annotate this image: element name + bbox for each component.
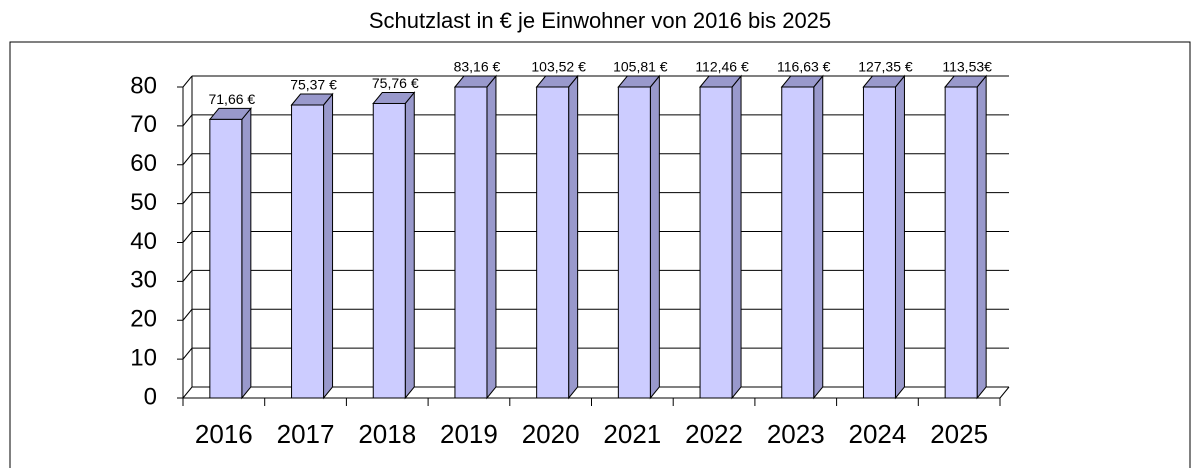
- x-tick-label: 2022: [685, 419, 743, 449]
- data-label: 105,81 €: [613, 59, 668, 75]
- bar: [944, 74, 988, 400]
- bar: [290, 92, 334, 400]
- bar-front: [536, 86, 570, 399]
- bar: [617, 74, 661, 400]
- bar-front: [781, 86, 815, 399]
- x-tick-label: 2019: [440, 419, 498, 449]
- bar-front: [209, 118, 243, 399]
- y-tick-label: 30: [130, 267, 157, 294]
- bar-side: [976, 74, 987, 400]
- grid-line: [182, 192, 193, 204]
- bar-side: [323, 92, 334, 400]
- x-tick-label: 2024: [849, 419, 907, 449]
- bar-front: [454, 86, 488, 399]
- bar-side: [241, 107, 252, 400]
- x-tick-label: 2018: [358, 419, 416, 449]
- y-tick-label: 20: [130, 306, 157, 333]
- y-tick-label: 60: [130, 150, 157, 177]
- bar-side: [894, 74, 905, 400]
- grid-line: [182, 231, 193, 243]
- bar: [208, 107, 252, 400]
- y-tick-label: 50: [130, 189, 157, 216]
- floor-right: [999, 386, 1010, 399]
- data-label: 83,16 €: [454, 59, 501, 75]
- y-tick-label: 40: [130, 228, 157, 255]
- x-tick-label: 2016: [195, 419, 253, 449]
- bar: [453, 74, 498, 400]
- bar-front: [617, 86, 651, 399]
- x-tick-label: 2025: [930, 419, 988, 449]
- bar-side: [404, 91, 415, 400]
- grid-line: [182, 114, 193, 127]
- bar-front: [862, 86, 896, 399]
- bar-front: [944, 86, 978, 399]
- grid-line: [182, 75, 193, 88]
- data-label: 103,52 €: [531, 59, 586, 75]
- grid-line: [182, 347, 193, 360]
- grid-line: [182, 153, 193, 166]
- y-tick-label: 10: [130, 344, 157, 371]
- x-tick-label: 2021: [603, 419, 661, 449]
- bar: [535, 74, 579, 400]
- bar-side: [568, 74, 579, 400]
- bar: [698, 74, 743, 400]
- frame: [9, 41, 1191, 468]
- bar-side: [649, 74, 660, 400]
- bar-side: [486, 74, 497, 400]
- bar-side: [731, 74, 742, 400]
- y-tick-label: 80: [130, 72, 157, 99]
- data-label: 116,63 €: [777, 59, 831, 75]
- y-tick-label: 0: [144, 383, 157, 410]
- bar: [372, 91, 416, 400]
- bar: [862, 74, 906, 400]
- data-label: 75,37 €: [290, 77, 337, 93]
- data-label: 75,76 €: [372, 75, 419, 91]
- grid-line: [182, 386, 193, 399]
- x-tick-label: 2020: [522, 419, 580, 449]
- chart-title: Schutzlast in € je Einwohner von 2016 bi…: [369, 8, 831, 33]
- data-label: 127,35 €: [858, 59, 913, 75]
- y-tick-label: 70: [130, 111, 157, 138]
- bar-front: [372, 102, 406, 399]
- bar-front: [291, 104, 325, 399]
- data-label: 113,53€: [942, 59, 992, 75]
- grid-line: [182, 270, 193, 282]
- data-label: 71,66 €: [208, 91, 255, 107]
- x-tick-label: 2023: [767, 419, 825, 449]
- x-tick-label: 2017: [277, 419, 335, 449]
- data-label: 112,46 €: [695, 59, 749, 75]
- bar-front: [699, 86, 733, 399]
- bar-side: [813, 74, 824, 400]
- bar: [780, 74, 824, 400]
- grid-line: [182, 308, 193, 321]
